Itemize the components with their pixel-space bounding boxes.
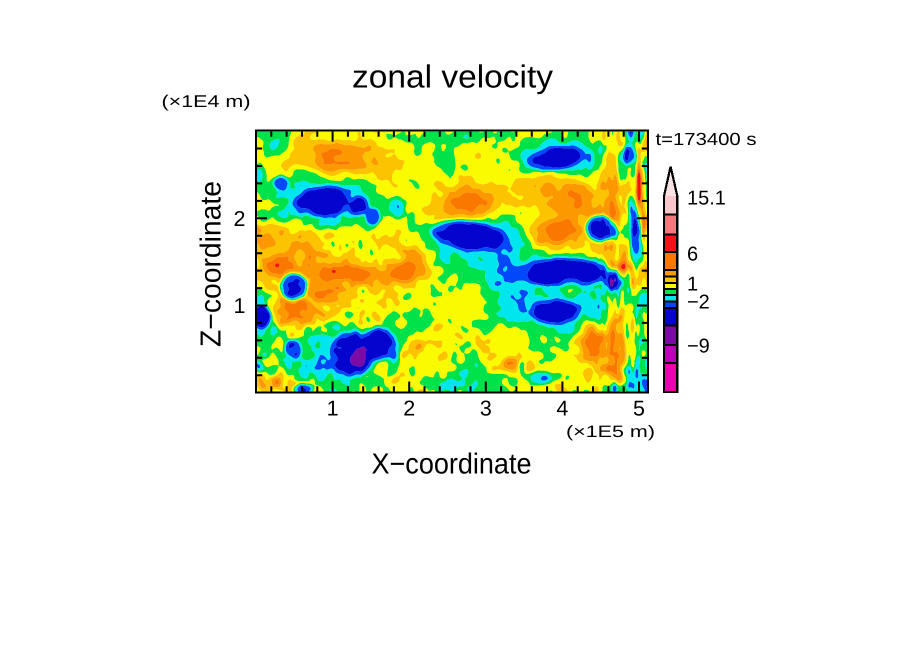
svg-text:1: 1 bbox=[234, 294, 246, 318]
svg-text:X−coordinate: X−coordinate bbox=[372, 449, 532, 481]
svg-text:3: 3 bbox=[480, 397, 492, 421]
svg-text:(×1E4 m): (×1E4 m) bbox=[162, 92, 251, 111]
svg-text:4: 4 bbox=[556, 397, 568, 421]
svg-text:2: 2 bbox=[403, 397, 415, 421]
svg-text:−2: −2 bbox=[687, 291, 710, 313]
svg-text:t=173400 s: t=173400 s bbox=[656, 129, 757, 149]
svg-text:(×1E5 m): (×1E5 m) bbox=[566, 423, 655, 441]
svg-text:zonal velocity: zonal velocity bbox=[352, 59, 553, 95]
svg-text:2: 2 bbox=[234, 207, 246, 231]
svg-text:−9: −9 bbox=[687, 335, 710, 357]
svg-text:1: 1 bbox=[687, 273, 698, 295]
svg-text:15.1: 15.1 bbox=[687, 187, 726, 209]
svg-text:1: 1 bbox=[327, 397, 339, 421]
svg-text:6: 6 bbox=[687, 243, 698, 265]
svg-text:Z−coordinate: Z−coordinate bbox=[196, 181, 228, 347]
svg-text:5: 5 bbox=[633, 397, 645, 421]
